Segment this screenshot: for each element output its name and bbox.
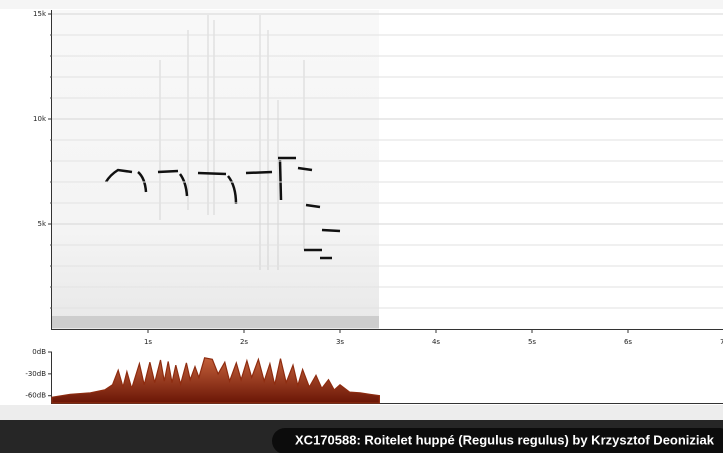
vertical-streaks	[159, 15, 305, 270]
x-tick-label: 2s	[240, 338, 248, 346]
x-tick-label: 5s	[528, 338, 536, 346]
low-noise	[52, 316, 379, 328]
caption: XC170588: Roitelet huppé (Regulus regulu…	[295, 432, 715, 447]
y-tick-label: -30dB	[25, 370, 46, 378]
spectrogram	[52, 10, 379, 329]
y-tick-label: 10k	[33, 115, 47, 123]
y-tick-label: 0dB	[32, 348, 46, 356]
spectrogram-noise	[52, 10, 379, 329]
x-tick-label: 7s	[720, 338, 723, 346]
amplitude-area	[51, 357, 381, 404]
x-tick-label: 6s	[624, 338, 632, 346]
y-tick-label: 5k	[37, 220, 46, 228]
caption-pill	[272, 428, 723, 453]
x-tick-label: 4s	[432, 338, 440, 346]
y-tick-label: -60dB	[25, 392, 46, 400]
top-strip	[0, 0, 723, 9]
x-tick-label: 3s	[336, 338, 344, 346]
y-tick-label: 15k	[33, 10, 47, 18]
song-notes	[104, 156, 341, 260]
toolbar-strip	[0, 405, 723, 420]
x-tick-label: 1s	[144, 338, 152, 346]
